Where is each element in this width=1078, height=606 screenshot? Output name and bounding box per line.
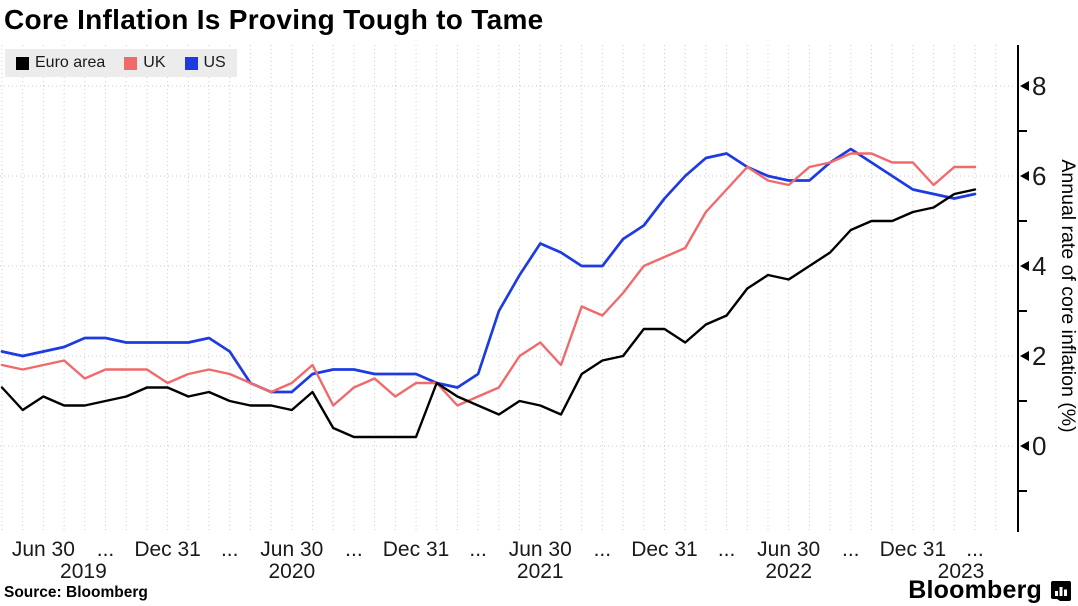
legend-item-us: US <box>184 54 226 72</box>
bloomberg-logo-text: Bloomberg <box>908 576 1042 604</box>
bar-chart-bubble-icon <box>1051 580 1071 601</box>
series-line-us <box>0 147 977 394</box>
y-axis-major-tick <box>1020 171 1029 181</box>
page-title: Core Inflation Is Proving Tough to Tame <box>4 4 544 35</box>
legend-swatch-uk <box>124 56 138 70</box>
legend-swatch-us <box>184 56 198 70</box>
x-axis-year-label: 2019 <box>60 560 107 583</box>
legend-item-euro-area: Euro area <box>16 54 105 72</box>
y-axis-major-tick <box>1020 351 1029 361</box>
x-axis-tick-label: ... <box>966 538 984 561</box>
x-axis-tick-label: Dec 31 <box>880 538 947 561</box>
source-attribution: Source: Bloomberg <box>4 584 148 601</box>
legend-item-uk: UK <box>124 54 166 72</box>
y-axis-tick-label: 4 <box>1032 251 1046 281</box>
x-axis-tick-label: ... <box>594 538 612 561</box>
y-axis-major-tick <box>1020 261 1029 271</box>
vertical-gridlines <box>1 45 997 530</box>
x-axis-tick-label: ... <box>718 538 736 561</box>
x-axis-tick-label: ... <box>221 538 239 561</box>
x-axis-tick-label: Dec 31 <box>134 538 201 561</box>
x-axis-tick-label: ... <box>345 538 363 561</box>
y-axis-title: Annual rate of core inflation (%) <box>1057 159 1078 432</box>
y-axis-tick-label: 6 <box>1032 161 1046 191</box>
series-line-uk <box>0 152 977 407</box>
x-axis-tick-label: ... <box>97 538 115 561</box>
legend: Euro area UK US <box>5 49 237 77</box>
x-axis-tick-label: Jun 30 <box>757 538 820 561</box>
x-axis-tick-label: ... <box>469 538 487 561</box>
x-axis-tick-label: Dec 31 <box>631 538 698 561</box>
bloomberg-logo: Bloomberg <box>908 576 1072 605</box>
x-axis-tick-label: Jun 30 <box>509 538 572 561</box>
y-axis-tick-label: 2 <box>1032 341 1046 371</box>
x-axis-tick-label: Jun 30 <box>260 538 323 561</box>
legend-label-euro-area: Euro area <box>35 54 106 71</box>
y-axis-tick-label: 0 <box>1032 431 1046 461</box>
x-axis-tick-label: ... <box>842 538 860 561</box>
y-axis-major-tick <box>1020 441 1029 451</box>
legend-swatch-euro-area <box>16 56 29 70</box>
x-axis-year-label: 2022 <box>765 560 812 583</box>
y-axis-major-tick <box>1020 81 1029 91</box>
series-line-euro-area <box>0 188 977 439</box>
y-axis-tick-label: 8 <box>1032 71 1046 101</box>
x-axis-year-label: 2020 <box>268 560 315 583</box>
legend-label-uk: UK <box>143 54 166 71</box>
y-axis: 8 6 4 2 0 Annual rate of core inflation (%) <box>1017 45 1078 532</box>
x-axis-year-label: 2021 <box>517 560 564 583</box>
horizontal-gridlines <box>0 85 1016 447</box>
legend-label-us: US <box>203 54 226 71</box>
x-axis-year-label: 2023 <box>938 560 985 583</box>
x-axis-tick-label: Dec 31 <box>383 538 450 561</box>
x-axis-tick-label: Jun 30 <box>12 538 75 561</box>
